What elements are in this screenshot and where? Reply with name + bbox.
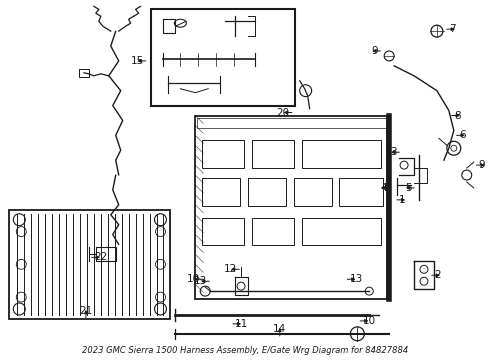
Text: 9: 9 (479, 160, 485, 170)
Bar (150, 9, 294, 105)
Text: 19: 19 (171, 84, 184, 94)
Text: 21: 21 (79, 306, 93, 316)
Text: 12: 12 (224, 264, 237, 274)
Bar (96, 247, 116, 261)
Text: 3: 3 (391, 147, 397, 157)
Bar (202, 218, 244, 246)
Bar (79, 69, 89, 77)
Bar (197, 118, 387, 129)
Text: 7: 7 (449, 24, 456, 34)
Text: 9: 9 (371, 46, 378, 56)
Bar (252, 140, 294, 168)
Bar (248, 178, 286, 206)
Bar (302, 218, 381, 246)
Text: 1: 1 (399, 195, 406, 205)
Bar (340, 178, 383, 206)
Text: 5: 5 (405, 183, 412, 193)
Text: 10: 10 (187, 274, 200, 284)
Text: 15: 15 (130, 56, 144, 66)
Text: 22: 22 (94, 252, 107, 262)
Bar (9, 210, 171, 319)
Bar (202, 178, 240, 206)
Text: 20: 20 (277, 108, 290, 117)
Bar (302, 140, 381, 168)
Text: 13: 13 (194, 276, 207, 286)
Bar (202, 140, 244, 168)
Text: 11: 11 (235, 319, 248, 329)
Text: 14: 14 (273, 324, 287, 334)
Text: 4: 4 (381, 183, 387, 193)
Text: 17: 17 (169, 10, 182, 20)
Text: 2: 2 (434, 270, 441, 280)
Text: 16: 16 (169, 58, 182, 68)
Text: 13: 13 (349, 274, 363, 284)
Text: 8: 8 (454, 111, 461, 121)
Text: 6: 6 (459, 130, 466, 140)
Bar (196, 116, 389, 299)
Bar (294, 178, 332, 206)
Bar (252, 218, 294, 246)
Text: 18: 18 (263, 8, 276, 18)
Text: 10: 10 (362, 316, 375, 326)
Text: 2023 GMC Sierra 1500 Harness Assembly, E/Gate Wrg Diagram for 84827884: 2023 GMC Sierra 1500 Harness Assembly, E… (82, 346, 408, 355)
